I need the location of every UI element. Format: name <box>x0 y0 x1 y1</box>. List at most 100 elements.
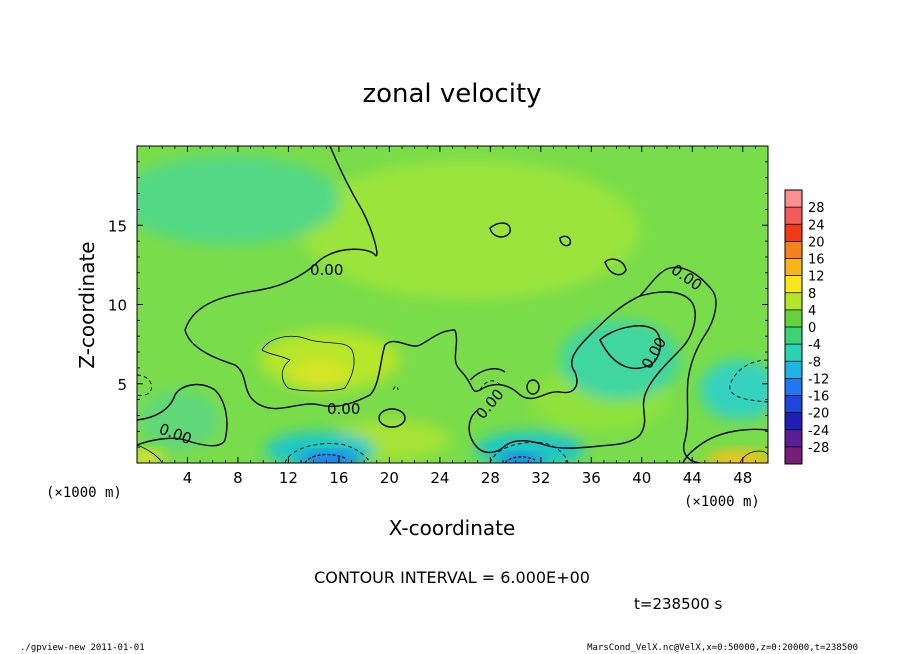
contour-line <box>504 456 536 463</box>
contour-loop <box>599 325 662 369</box>
colorbar-swatch <box>785 275 802 294</box>
colorbar-swatch <box>785 190 802 208</box>
z-unit-label: (×1000 m) <box>46 485 122 501</box>
x-tick-label: 8 <box>233 469 243 487</box>
region-warm-core <box>290 360 350 390</box>
region-upper-positive <box>300 160 640 300</box>
x-tick-label: 48 <box>733 469 752 487</box>
contour-loop <box>378 408 406 428</box>
colorbar-swatch <box>785 258 802 277</box>
colorbar-swatch <box>785 292 802 311</box>
contour-line <box>729 359 768 403</box>
colorbar-swatch <box>785 224 802 242</box>
colorbar-label: -20 <box>808 407 829 422</box>
negative-contours <box>137 359 768 463</box>
colorbar-label: 8 <box>808 287 816 302</box>
colorbar-swatch <box>785 446 802 465</box>
region-right-negative <box>560 320 680 400</box>
contour-line <box>137 444 163 463</box>
colorbar-label: 4 <box>808 304 816 319</box>
x-axis-label: X-coordinate <box>389 516 516 540</box>
x-tick-label: 36 <box>582 469 601 487</box>
contour-line <box>137 374 153 396</box>
colorbar-label: -12 <box>808 372 829 387</box>
footer-left: ./gpview-new 2011-01-01 <box>20 643 145 653</box>
footer-right: MarsCond_VelX.nc@VelX,x=0:50000,z=0:2000… <box>587 643 858 653</box>
colorbar-swatch <box>785 309 802 328</box>
colorbar-swatch <box>785 327 802 345</box>
contour-line <box>261 336 355 392</box>
contour-line <box>304 453 346 463</box>
colorbar-swatch <box>785 361 802 379</box>
colorbar-label: -28 <box>808 441 829 456</box>
colorbar-swatch <box>785 344 802 362</box>
y-tick-label: 10 <box>108 297 127 315</box>
x-axis: 4 8 12 16 20 24 28 32 36 40 44 48 <box>149 146 756 487</box>
x-unit-label: (×1000 m) <box>684 494 760 510</box>
colorbar-label: -16 <box>808 390 829 405</box>
contour-line <box>479 380 501 391</box>
colorbar-label: 0 <box>808 321 816 336</box>
x-tick-label: 40 <box>632 469 651 487</box>
x-tick-label: 4 <box>183 469 193 487</box>
contour-line <box>639 266 717 463</box>
colorbar-swatch <box>785 378 802 396</box>
region-bottom-negative-2 <box>475 432 585 463</box>
warm-spot-right <box>706 450 768 463</box>
warm-spot-left <box>137 450 164 463</box>
x-tick-label: 12 <box>279 469 298 487</box>
colorbar-swatch <box>785 429 802 448</box>
y-axis-label: Z-coordinate <box>75 241 99 368</box>
colorbar-label: 12 <box>808 270 825 285</box>
contour-label: 0.00 <box>327 400 360 418</box>
colorbar-label: 24 <box>808 218 825 233</box>
x-tick-label: 24 <box>430 469 449 487</box>
chart-title: zonal velocity <box>362 79 541 109</box>
region-upper-left-negative <box>137 155 340 245</box>
contour-loop <box>526 379 540 395</box>
time-label: t=238500 s <box>634 595 722 613</box>
positive-contours <box>137 336 768 463</box>
strong-negative-contours <box>304 453 536 463</box>
contour-line <box>468 409 601 454</box>
colorbar-label: 16 <box>808 253 825 268</box>
contour-loop <box>559 235 572 247</box>
x-tick-label: 32 <box>531 469 550 487</box>
y-tick-label: 15 <box>108 217 127 235</box>
y-tick-label: 5 <box>117 376 127 394</box>
x-tick-label: 20 <box>380 469 399 487</box>
colorbar-label: -24 <box>808 424 829 439</box>
x-tick-label: 28 <box>481 469 500 487</box>
region-edge-negative <box>700 360 768 420</box>
contour-loop <box>489 222 511 238</box>
strong-negative-spot <box>300 452 360 463</box>
contour-line <box>137 383 228 447</box>
strong-negative-spot-2 <box>498 454 542 463</box>
colorbar-label: -8 <box>808 355 821 370</box>
contour-interval: CONTOUR INTERVAL = 6.000E+00 <box>314 568 590 587</box>
region-left-negative <box>140 390 220 450</box>
contour-line <box>392 385 399 391</box>
contour-line <box>489 441 569 463</box>
colorbar-label: 20 <box>808 235 825 250</box>
contour-line <box>571 291 696 447</box>
x-tick-label: 44 <box>683 469 702 487</box>
colorbar: 28 24 20 16 12 8 4 0 -4 -8 -12 -16 -20 -24 -28 <box>784 189 829 465</box>
contour-loop <box>604 258 627 276</box>
colorbar-swatch <box>785 207 802 225</box>
contour-line <box>284 443 371 463</box>
colorbar-swatch <box>785 395 802 414</box>
contour-line <box>184 146 378 331</box>
contour-line <box>454 329 578 400</box>
field-regions <box>137 155 768 463</box>
colorbar-label: 28 <box>808 201 825 216</box>
contour-line <box>469 368 506 381</box>
colorbar-label: -4 <box>808 338 821 353</box>
contour-line <box>682 428 768 463</box>
contour-label: 0.00 <box>310 261 343 279</box>
x-tick-label: 16 <box>329 469 348 487</box>
colorbar-swatch <box>785 412 802 431</box>
contour-line <box>739 450 768 463</box>
contour-field <box>137 146 768 463</box>
